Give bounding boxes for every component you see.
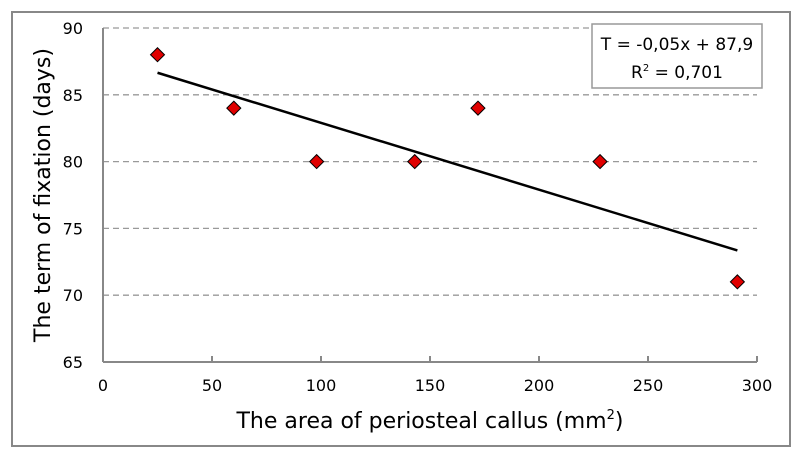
x-axis-label: The area of periosteal callus (mm2): [235, 408, 623, 434]
y-tick-label: 90: [63, 19, 83, 38]
trendline-equation: T = -0,05x + 87,9: [600, 35, 753, 55]
y-tick-label: 70: [63, 286, 83, 305]
y-tick-label: 85: [63, 86, 83, 105]
data-point: [592, 153, 608, 170]
y-tick-label: 65: [63, 353, 83, 372]
y-axis-label: The term of fixation (days): [31, 48, 56, 343]
x-tick-label: 200: [524, 376, 555, 395]
data-point: [149, 47, 166, 63]
data-point: [470, 100, 486, 116]
data-point: [729, 274, 746, 290]
trendline: [157, 71, 738, 252]
y-tick-label: 75: [63, 219, 83, 238]
x-tick-label: 50: [202, 376, 222, 395]
x-tick-label: 250: [633, 376, 664, 395]
trendline-equation-box: T = -0,05x + 87,9 R2 = 0,701: [591, 23, 763, 89]
x-tick-label: 0: [98, 376, 108, 395]
data-point: [407, 153, 423, 170]
x-tick-label: 100: [306, 376, 337, 395]
data-point: [226, 100, 242, 116]
data-point: [308, 153, 325, 170]
r-squared: R2 = 0,701: [631, 63, 723, 83]
x-tick-label: 300: [742, 376, 773, 395]
x-tick-label: 150: [415, 376, 446, 395]
y-tick-label: 80: [63, 153, 83, 172]
